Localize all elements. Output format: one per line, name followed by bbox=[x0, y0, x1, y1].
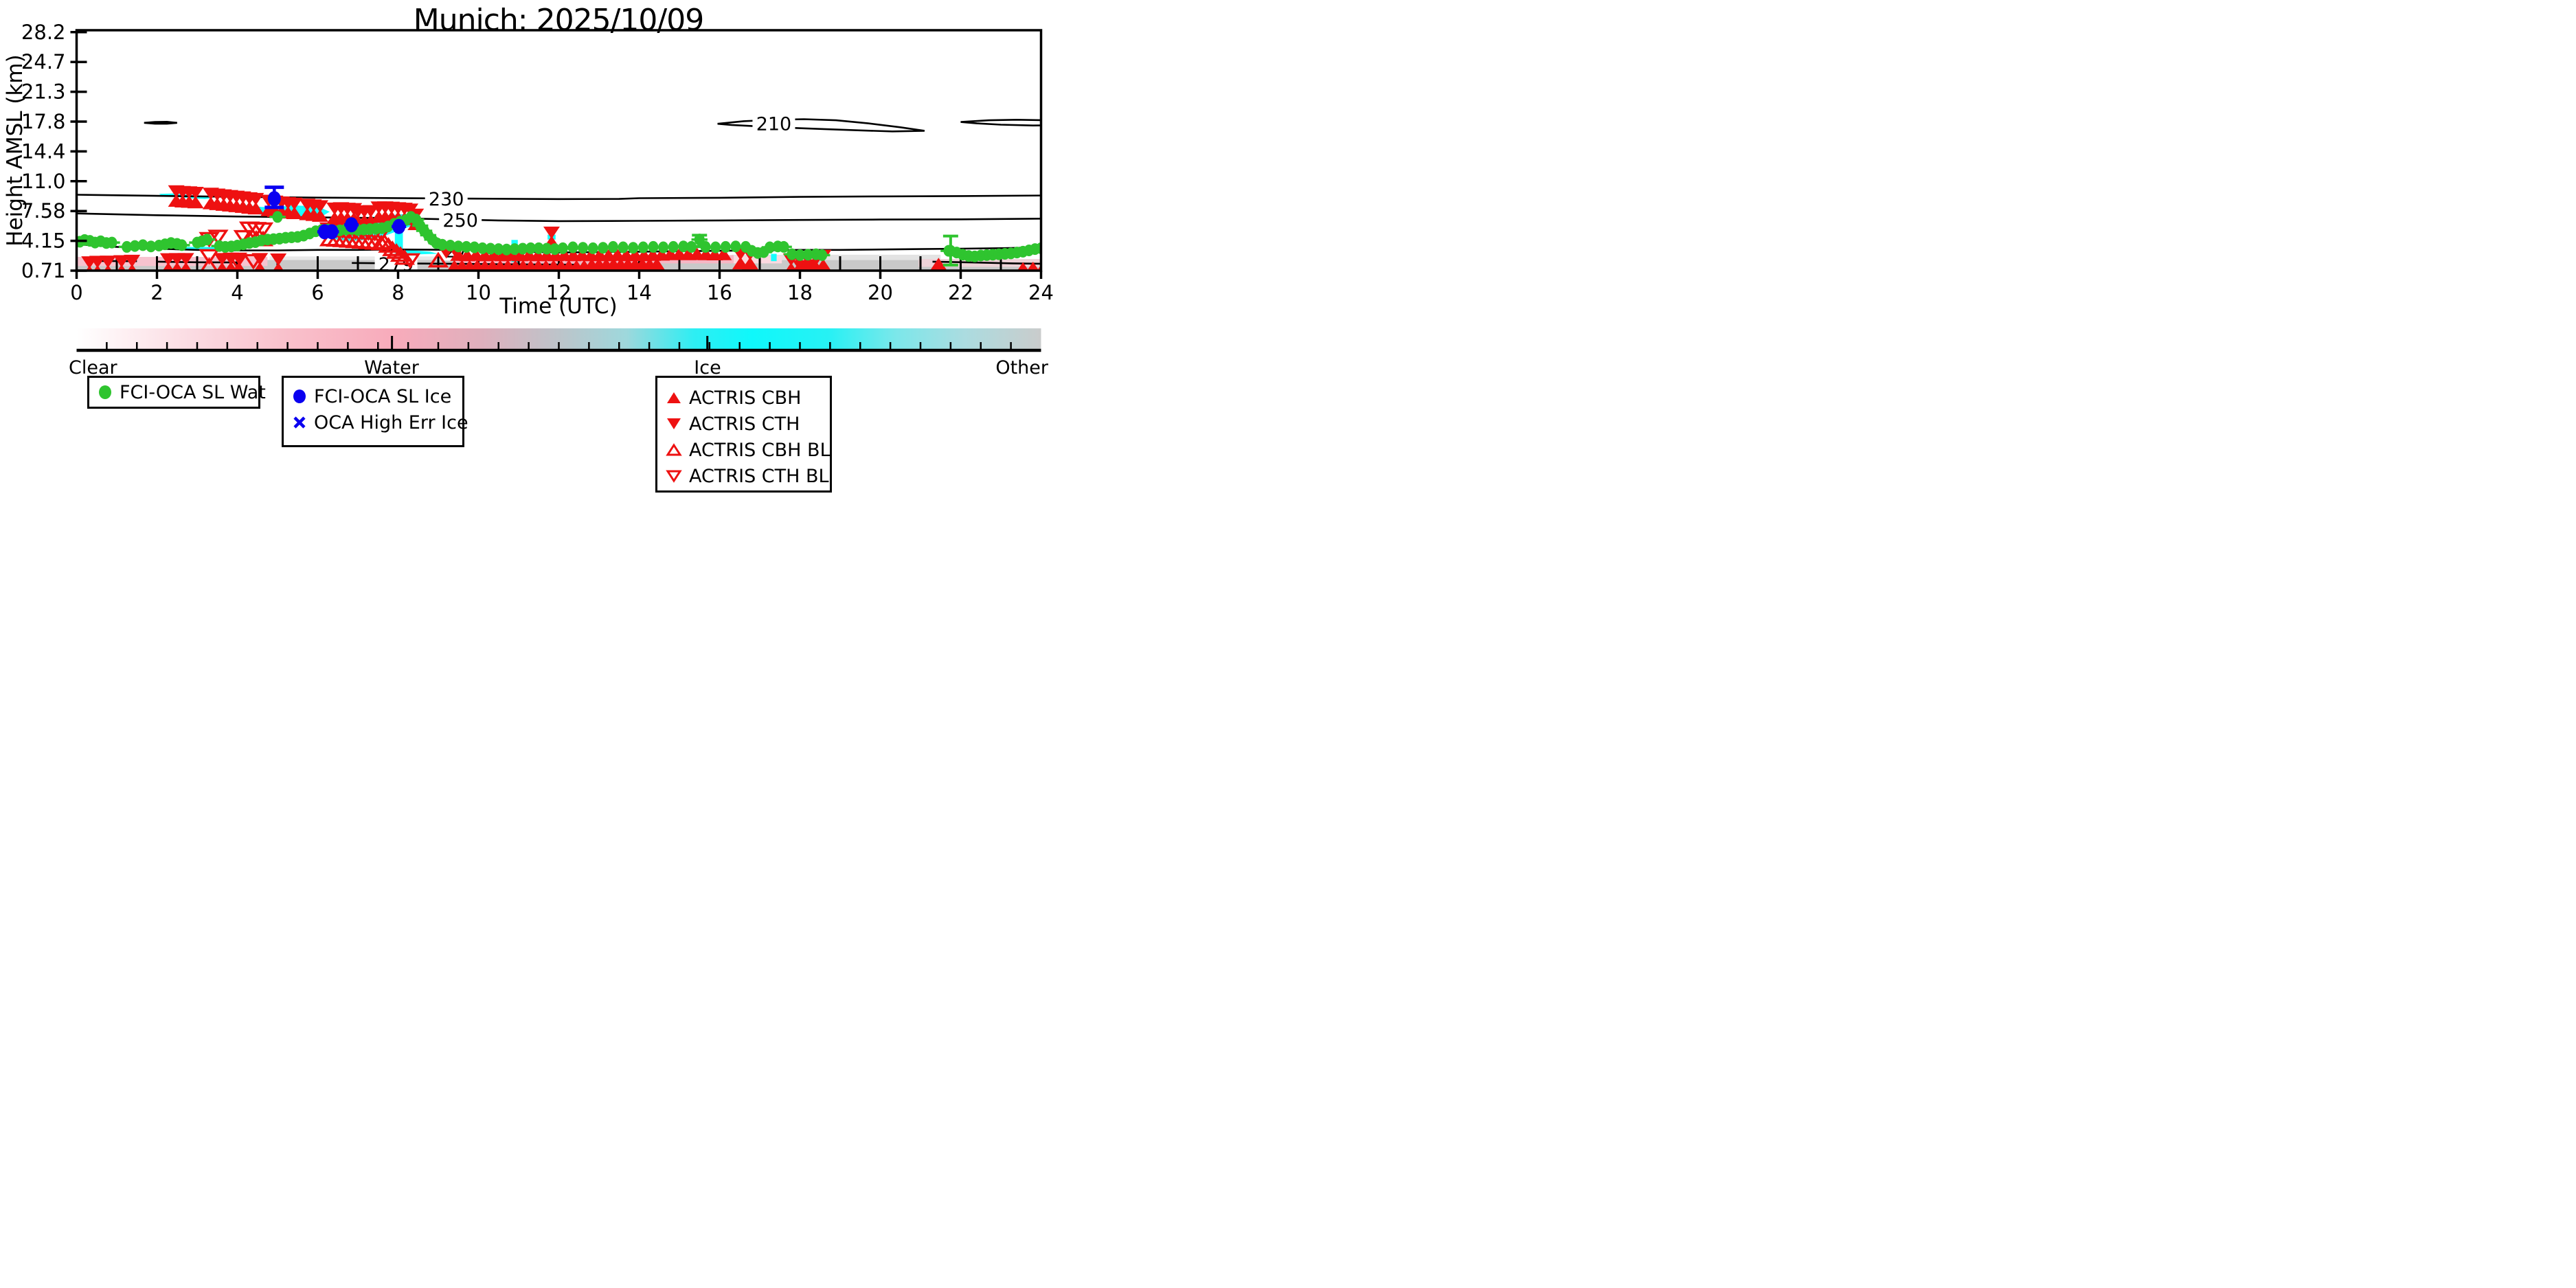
svg-text:2: 2 bbox=[150, 281, 163, 304]
x-axis-title: Time (UTC) bbox=[499, 294, 618, 319]
colorbar-label-water: Water bbox=[364, 357, 419, 379]
svg-text:230: 230 bbox=[429, 189, 464, 210]
legend-entry: ACTRIS CTH bbox=[657, 411, 830, 437]
legend-label: ACTRIS CBH BL bbox=[689, 439, 831, 461]
svg-text:21.3: 21.3 bbox=[21, 80, 66, 104]
svg-text:11.0: 11.0 bbox=[21, 170, 66, 193]
svg-text:24.7: 24.7 bbox=[21, 50, 66, 74]
svg-text:22: 22 bbox=[948, 281, 973, 304]
legend-entry: ACTRIS CTH BL bbox=[657, 463, 830, 489]
red-triangle-up-filled-icon bbox=[667, 392, 681, 403]
red-triangle-down-open-icon bbox=[666, 470, 682, 483]
legend-label: ACTRIS CTH bbox=[689, 413, 800, 435]
colorbar-label-clear: Clear bbox=[69, 357, 117, 379]
legend-label: ACTRIS CBH bbox=[689, 387, 802, 409]
plot-canvas: 2302502732792100.714.157.5811.014.417.82… bbox=[21, 21, 1054, 352]
legend-label: OCA High Err Ice bbox=[314, 411, 468, 433]
legend-entry: ACTRIS CBH BL bbox=[657, 437, 831, 463]
green-dot-icon bbox=[99, 385, 111, 399]
svg-text:6: 6 bbox=[311, 281, 324, 304]
legend-entry: FCI-OCA SL Ice bbox=[284, 383, 462, 409]
svg-text:4.15: 4.15 bbox=[21, 229, 66, 253]
svg-text:7.58: 7.58 bbox=[21, 199, 66, 223]
legend-actris: ACTRIS CBH ACTRIS CTH ACTRIS CBH BL ACTR… bbox=[655, 376, 832, 493]
svg-text:0.71: 0.71 bbox=[21, 259, 66, 282]
legend-label: FCI-OCA SL Ice bbox=[314, 385, 452, 407]
legend-label: ACTRIS CTH BL bbox=[689, 465, 829, 487]
legend-entry: FCI-OCA SL Wat bbox=[89, 378, 266, 407]
svg-text:14: 14 bbox=[626, 281, 652, 304]
cloud-height-chart: 230 250 273 279 210 0.71 4.15 7.58 11.0 14.4 17.8 2… bbox=[0, 0, 1055, 528]
legend-entry: OCA High Err Ice bbox=[284, 409, 468, 436]
svg-text:4: 4 bbox=[231, 281, 243, 304]
colorbar-label-ice: Ice bbox=[694, 357, 721, 379]
legend-fci-oca-ice: FCI-OCA SL Ice OCA High Err Ice bbox=[282, 376, 468, 447]
svg-text:10: 10 bbox=[466, 281, 491, 304]
svg-text:20: 20 bbox=[868, 281, 893, 304]
svg-text:14.4: 14.4 bbox=[21, 139, 66, 163]
svg-text:210: 210 bbox=[756, 113, 792, 135]
svg-text:24: 24 bbox=[1028, 281, 1054, 304]
red-triangle-down-filled-icon bbox=[667, 418, 681, 429]
svg-text:17.8: 17.8 bbox=[21, 110, 66, 133]
svg-text:8: 8 bbox=[392, 281, 404, 304]
svg-text:0: 0 bbox=[70, 281, 82, 304]
y-axis-title: Height AMSL (km) bbox=[3, 54, 27, 247]
blue-dot-icon bbox=[293, 389, 306, 403]
svg-text:16: 16 bbox=[707, 281, 732, 304]
red-triangle-up-open-icon bbox=[666, 443, 682, 456]
blue-x-icon bbox=[293, 416, 306, 429]
svg-text:250: 250 bbox=[442, 210, 478, 231]
chart-title: Munich: 2025/10/09 bbox=[413, 3, 704, 38]
svg-text:12: 12 bbox=[546, 281, 572, 304]
legend-label: FCI-OCA SL Wat bbox=[120, 381, 266, 403]
legend-fci-oca-wat: FCI-OCA SL Wat bbox=[87, 376, 266, 409]
svg-text:18: 18 bbox=[787, 281, 813, 304]
legend-entry: ACTRIS CBH bbox=[657, 385, 830, 411]
svg-text:28.2: 28.2 bbox=[21, 21, 66, 44]
colorbar-label-other: Other bbox=[995, 357, 1048, 379]
